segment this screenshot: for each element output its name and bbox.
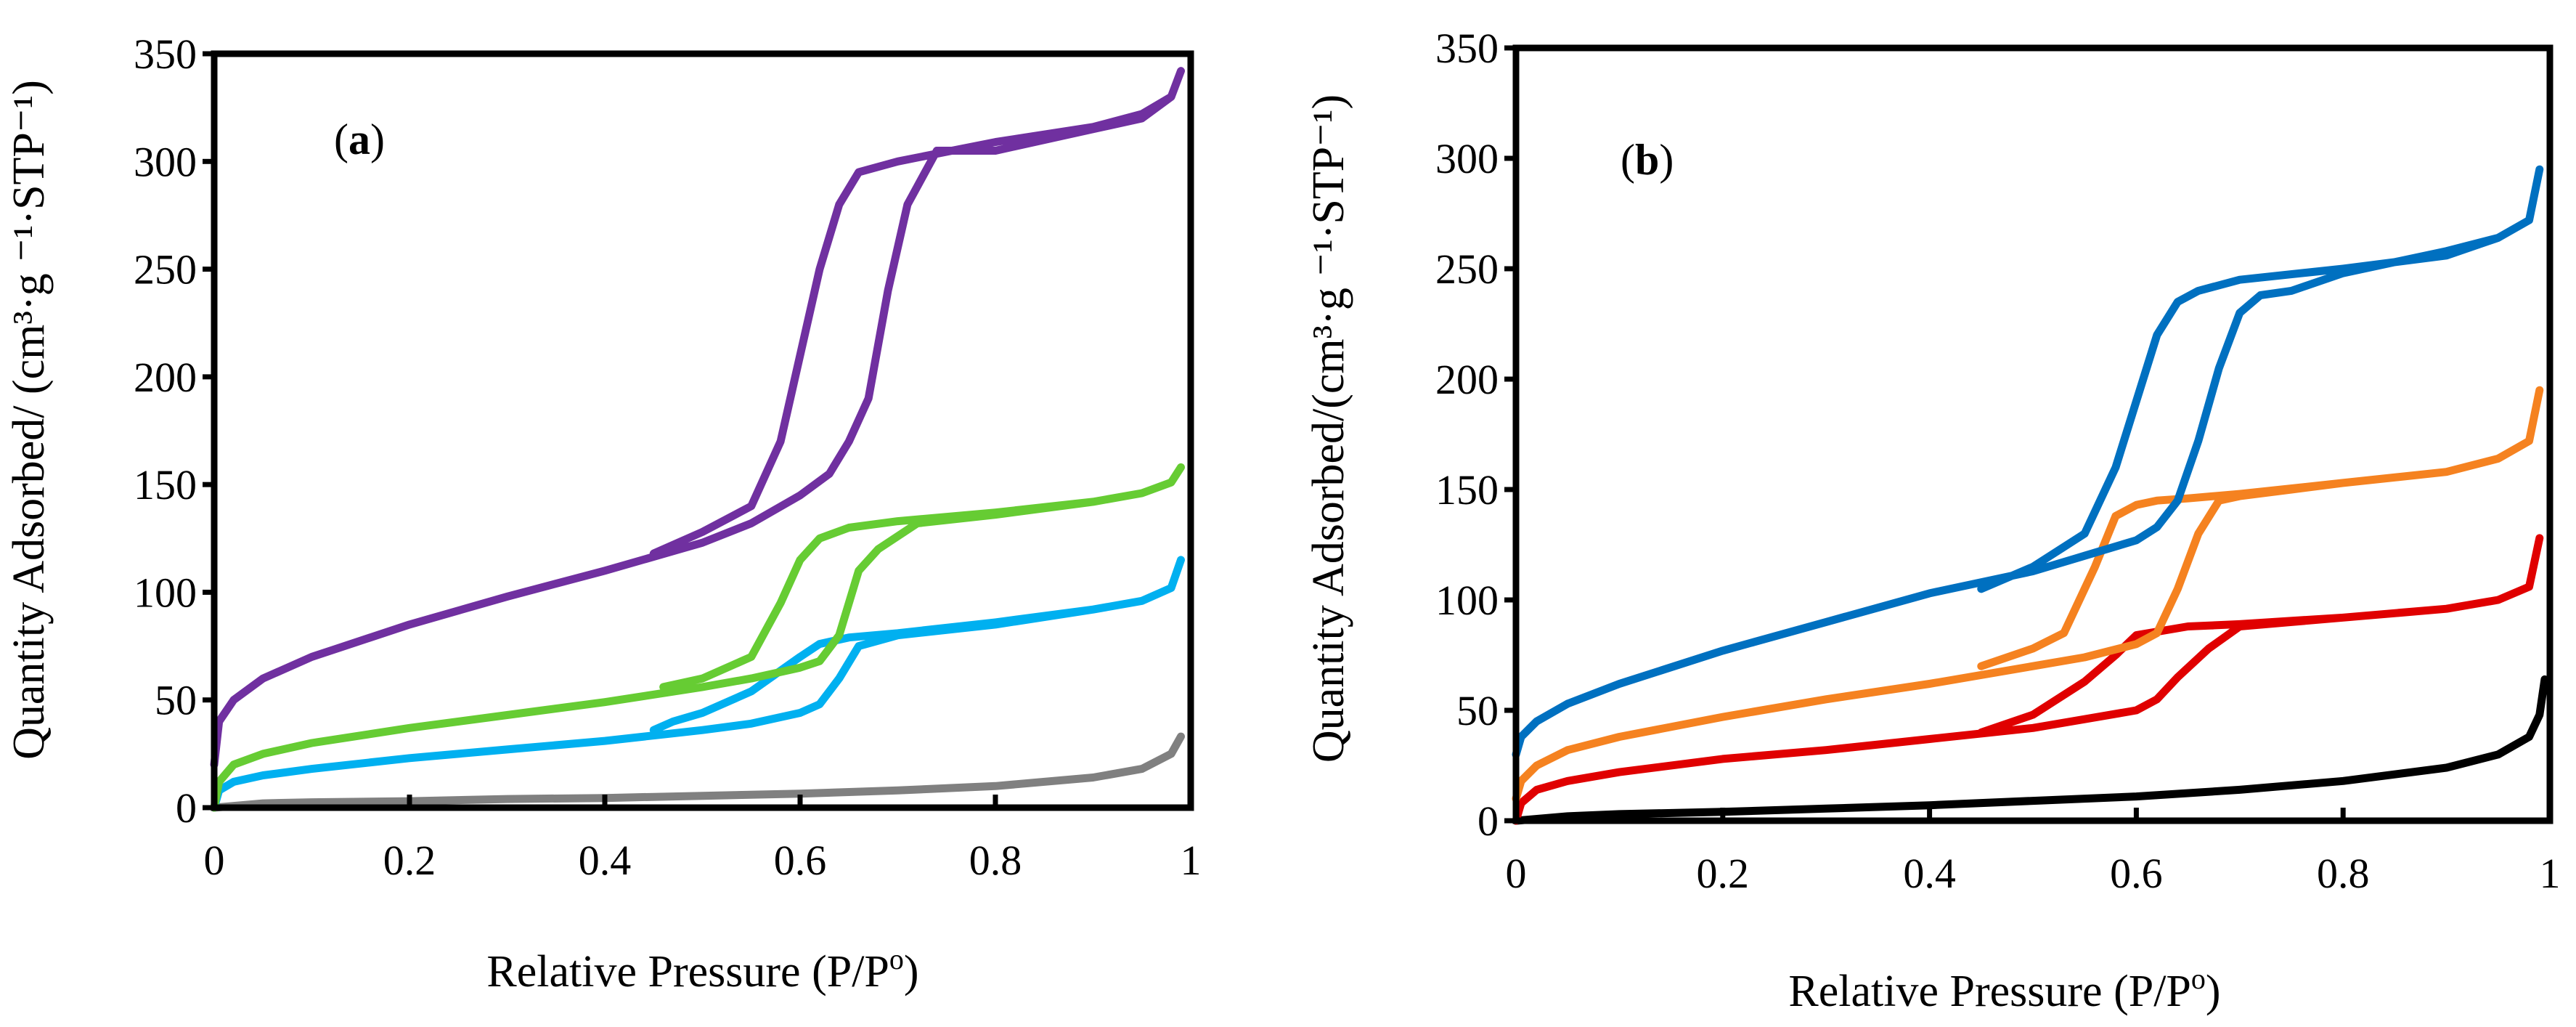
panel-a-axes: [211, 50, 1194, 811]
panel-b-y-tick-label: 350: [1435, 25, 1499, 72]
panel-a-y-tick-label: 350: [134, 31, 197, 78]
panel-b-y-tick-label: 150: [1435, 466, 1499, 514]
panel-a-y-tick-label: 100: [134, 569, 197, 616]
panel-b-x-tick-label: 0.2: [1697, 850, 1750, 897]
panel-b-y-tick-label: 300: [1435, 135, 1499, 182]
panel-b-y-tick-label: 50: [1456, 687, 1499, 734]
panel-b-x-tick-label: 0: [1506, 850, 1527, 897]
panel-b-x-tick-label: 0.4: [1903, 850, 1956, 897]
panel-b-x-tick-label: 1: [2540, 850, 2561, 897]
panel-a-x-axis-title: Relative Pressure (P/Po): [486, 943, 918, 996]
panel-a-series-group: [210, 67, 1185, 812]
panel-b-x-tick-label: 0.8: [2317, 850, 2370, 897]
panel-a-y-tick-label: 300: [134, 138, 197, 185]
panel-a-series-line-2: [210, 556, 1185, 812]
panel-b-y-tick-label: 200: [1435, 356, 1499, 403]
panel-b-series-group: [1512, 165, 2549, 825]
panel-a-y-tick-label: 250: [134, 246, 197, 293]
panel-a-x-tick-label: 0: [204, 837, 225, 884]
panel-b-series-line-3: [1512, 386, 2544, 803]
panel-b-labels: (b) Relative Pressure (P/Po) Quantity Ad…: [1304, 94, 2221, 1016]
panel-a-labels: (a) Relative Pressure (P/Po) Quantity Ad…: [4, 80, 919, 996]
panel-b-series-line-4: [1512, 165, 2544, 759]
panel-a-x-tick-label: 0.2: [383, 837, 436, 884]
panel-b-series-line-1: [1512, 675, 2549, 825]
panel-b-y-tick-label: 100: [1435, 577, 1499, 624]
panel-a-y-tick-label: 0: [176, 784, 197, 832]
panel-b-y-tick-label: 250: [1435, 245, 1499, 293]
panel-a-label: (a): [334, 115, 385, 163]
panel-b-label: (b): [1621, 136, 1674, 184]
panel-a-series-line-4: [210, 67, 1185, 769]
panel-b-ticks: 0 0.2 0.4 0.6 0.8 1 0 50 100 150 200 250 300 350: [1435, 25, 2561, 897]
panel-a-ticks: 0 0.2 0.4 0.6 0.8 1 0 50 100 150 200 250 300 350: [134, 31, 1202, 884]
panel-b-x-tick-label: 0.6: [2110, 850, 2163, 897]
panel-a-x-tick-label: 0.8: [969, 837, 1022, 884]
panel-b: 0 0.2 0.4 0.6 0.8 1 0 50 100 150 200 250 300 350 (b) …: [1304, 25, 2561, 1016]
panel-a-y-tick-label: 50: [155, 677, 197, 724]
panel-a-x-tick-label: 0.6: [774, 837, 827, 884]
panel-b-plot-frame: [1512, 44, 2553, 824]
panel-a-series-line-3: [210, 463, 1185, 812]
panel-b-series-line-2: [1512, 534, 2544, 825]
panel-b-y-axis-title: Quantity Adsorbed/(cm³·g ⁻¹·STP⁻¹): [1304, 94, 1353, 763]
panel-b-x-axis-title: Relative Pressure (P/Po): [1788, 962, 2220, 1016]
panel-b-axes: [1512, 44, 2553, 824]
panel-a-plot-frame: [211, 50, 1194, 811]
panel-a-x-tick-label: 0.4: [579, 837, 632, 884]
panel-a-series-line-1: [210, 732, 1185, 812]
panel-b-y-tick-label: 0: [1477, 797, 1499, 845]
panel-a-y-axis-title: Quantity Adsorbed/ (cm³·g ⁻¹·STP⁻¹): [4, 80, 54, 760]
panel-a-y-tick-label: 150: [134, 461, 197, 508]
panel-a-x-tick-label: 1: [1181, 837, 1202, 884]
panel-a: 0 0.2 0.4 0.6 0.8 1 0 50 100 150 200 250 300 350 (a) …: [4, 31, 1202, 996]
panel-a-y-tick-label: 200: [134, 354, 197, 401]
